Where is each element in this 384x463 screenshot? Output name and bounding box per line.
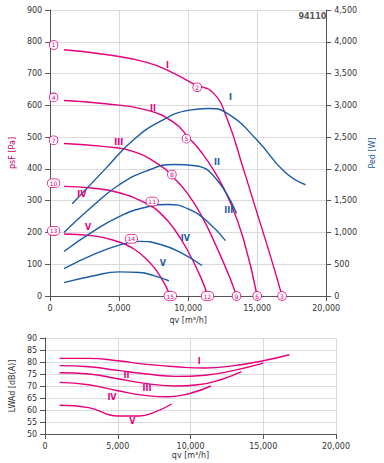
- svg-text:2,000: 2,000: [334, 164, 357, 173]
- svg-text:70: 70: [27, 382, 37, 391]
- svg-text:9: 9: [235, 293, 239, 300]
- svg-text:3,500: 3,500: [334, 69, 357, 78]
- svg-text:psF [Pa]: psF [Pa]: [8, 137, 17, 169]
- svg-text:II: II: [124, 371, 130, 380]
- svg-text:300: 300: [27, 196, 42, 205]
- svg-text:0: 0: [48, 304, 53, 313]
- svg-text:1: 1: [52, 41, 56, 48]
- svg-text:3,000: 3,000: [334, 101, 357, 110]
- svg-text:2,500: 2,500: [334, 133, 357, 142]
- svg-text:700: 700: [27, 69, 42, 78]
- svg-text:6: 6: [255, 293, 259, 300]
- svg-text:I: I: [166, 61, 169, 70]
- svg-text:qv [m³/h]: qv [m³/h]: [172, 451, 209, 460]
- svg-text:I: I: [229, 93, 232, 102]
- svg-text:65: 65: [27, 394, 37, 403]
- svg-text:600: 600: [27, 101, 42, 110]
- svg-text:10,000: 10,000: [177, 442, 205, 451]
- svg-text:qv [m³/h]: qv [m³/h]: [169, 316, 206, 325]
- svg-text:IV: IV: [77, 190, 87, 199]
- svg-text:1,000: 1,000: [334, 228, 357, 237]
- svg-text:4,500: 4,500: [334, 6, 357, 15]
- svg-text:20,000: 20,000: [322, 442, 350, 451]
- svg-text:LWAd [dB(A)]: LWAd [dB(A)]: [8, 360, 17, 413]
- svg-text:7: 7: [52, 137, 56, 144]
- svg-text:11: 11: [148, 198, 156, 205]
- svg-text:12: 12: [204, 293, 212, 300]
- svg-text:V: V: [85, 223, 92, 232]
- svg-text:20,000: 20,000: [312, 304, 340, 313]
- svg-text:3: 3: [280, 293, 284, 300]
- svg-text:60: 60: [27, 406, 37, 415]
- svg-text:13: 13: [50, 227, 58, 234]
- svg-text:15,000: 15,000: [243, 304, 271, 313]
- svg-text:0: 0: [334, 292, 339, 301]
- svg-text:I: I: [198, 357, 201, 366]
- svg-text:8: 8: [170, 171, 174, 178]
- svg-text:5: 5: [184, 135, 188, 142]
- svg-text:V: V: [129, 417, 136, 426]
- svg-text:2: 2: [195, 84, 199, 91]
- svg-text:10: 10: [50, 180, 58, 187]
- svg-text:800: 800: [27, 37, 42, 46]
- svg-text:14: 14: [128, 235, 136, 242]
- svg-text:II: II: [150, 104, 156, 113]
- svg-text:II: II: [214, 158, 220, 167]
- svg-text:4: 4: [52, 94, 56, 101]
- svg-text:Ped [W]: Ped [W]: [368, 137, 377, 168]
- svg-text:15: 15: [166, 293, 174, 300]
- svg-text:50: 50: [27, 430, 37, 439]
- svg-text:75: 75: [27, 370, 37, 379]
- svg-text:100: 100: [27, 260, 42, 269]
- svg-text:55: 55: [27, 418, 37, 427]
- svg-text:80: 80: [27, 358, 37, 367]
- svg-text:0: 0: [37, 292, 42, 301]
- svg-text:4,000: 4,000: [334, 37, 357, 46]
- svg-text:5,000: 5,000: [106, 442, 129, 451]
- svg-text:10,000: 10,000: [174, 304, 202, 313]
- svg-text:500: 500: [27, 133, 42, 142]
- svg-text:IV: IV: [181, 234, 191, 243]
- svg-text:III: III: [224, 206, 233, 215]
- svg-text:500: 500: [334, 260, 349, 269]
- svg-text:94110: 94110: [298, 12, 326, 21]
- svg-text:90: 90: [27, 334, 37, 343]
- svg-text:IV: IV: [107, 393, 117, 402]
- svg-text:200: 200: [27, 228, 42, 237]
- svg-text:III: III: [114, 138, 123, 147]
- svg-text:5,000: 5,000: [108, 304, 131, 313]
- svg-text:900: 900: [27, 6, 42, 15]
- svg-text:1,500: 1,500: [334, 196, 357, 205]
- svg-text:85: 85: [27, 346, 37, 355]
- svg-text:0: 0: [43, 442, 48, 451]
- svg-text:15,000: 15,000: [249, 442, 277, 451]
- svg-text:400: 400: [27, 164, 42, 173]
- svg-text:III: III: [142, 384, 151, 393]
- svg-text:V: V: [160, 259, 167, 268]
